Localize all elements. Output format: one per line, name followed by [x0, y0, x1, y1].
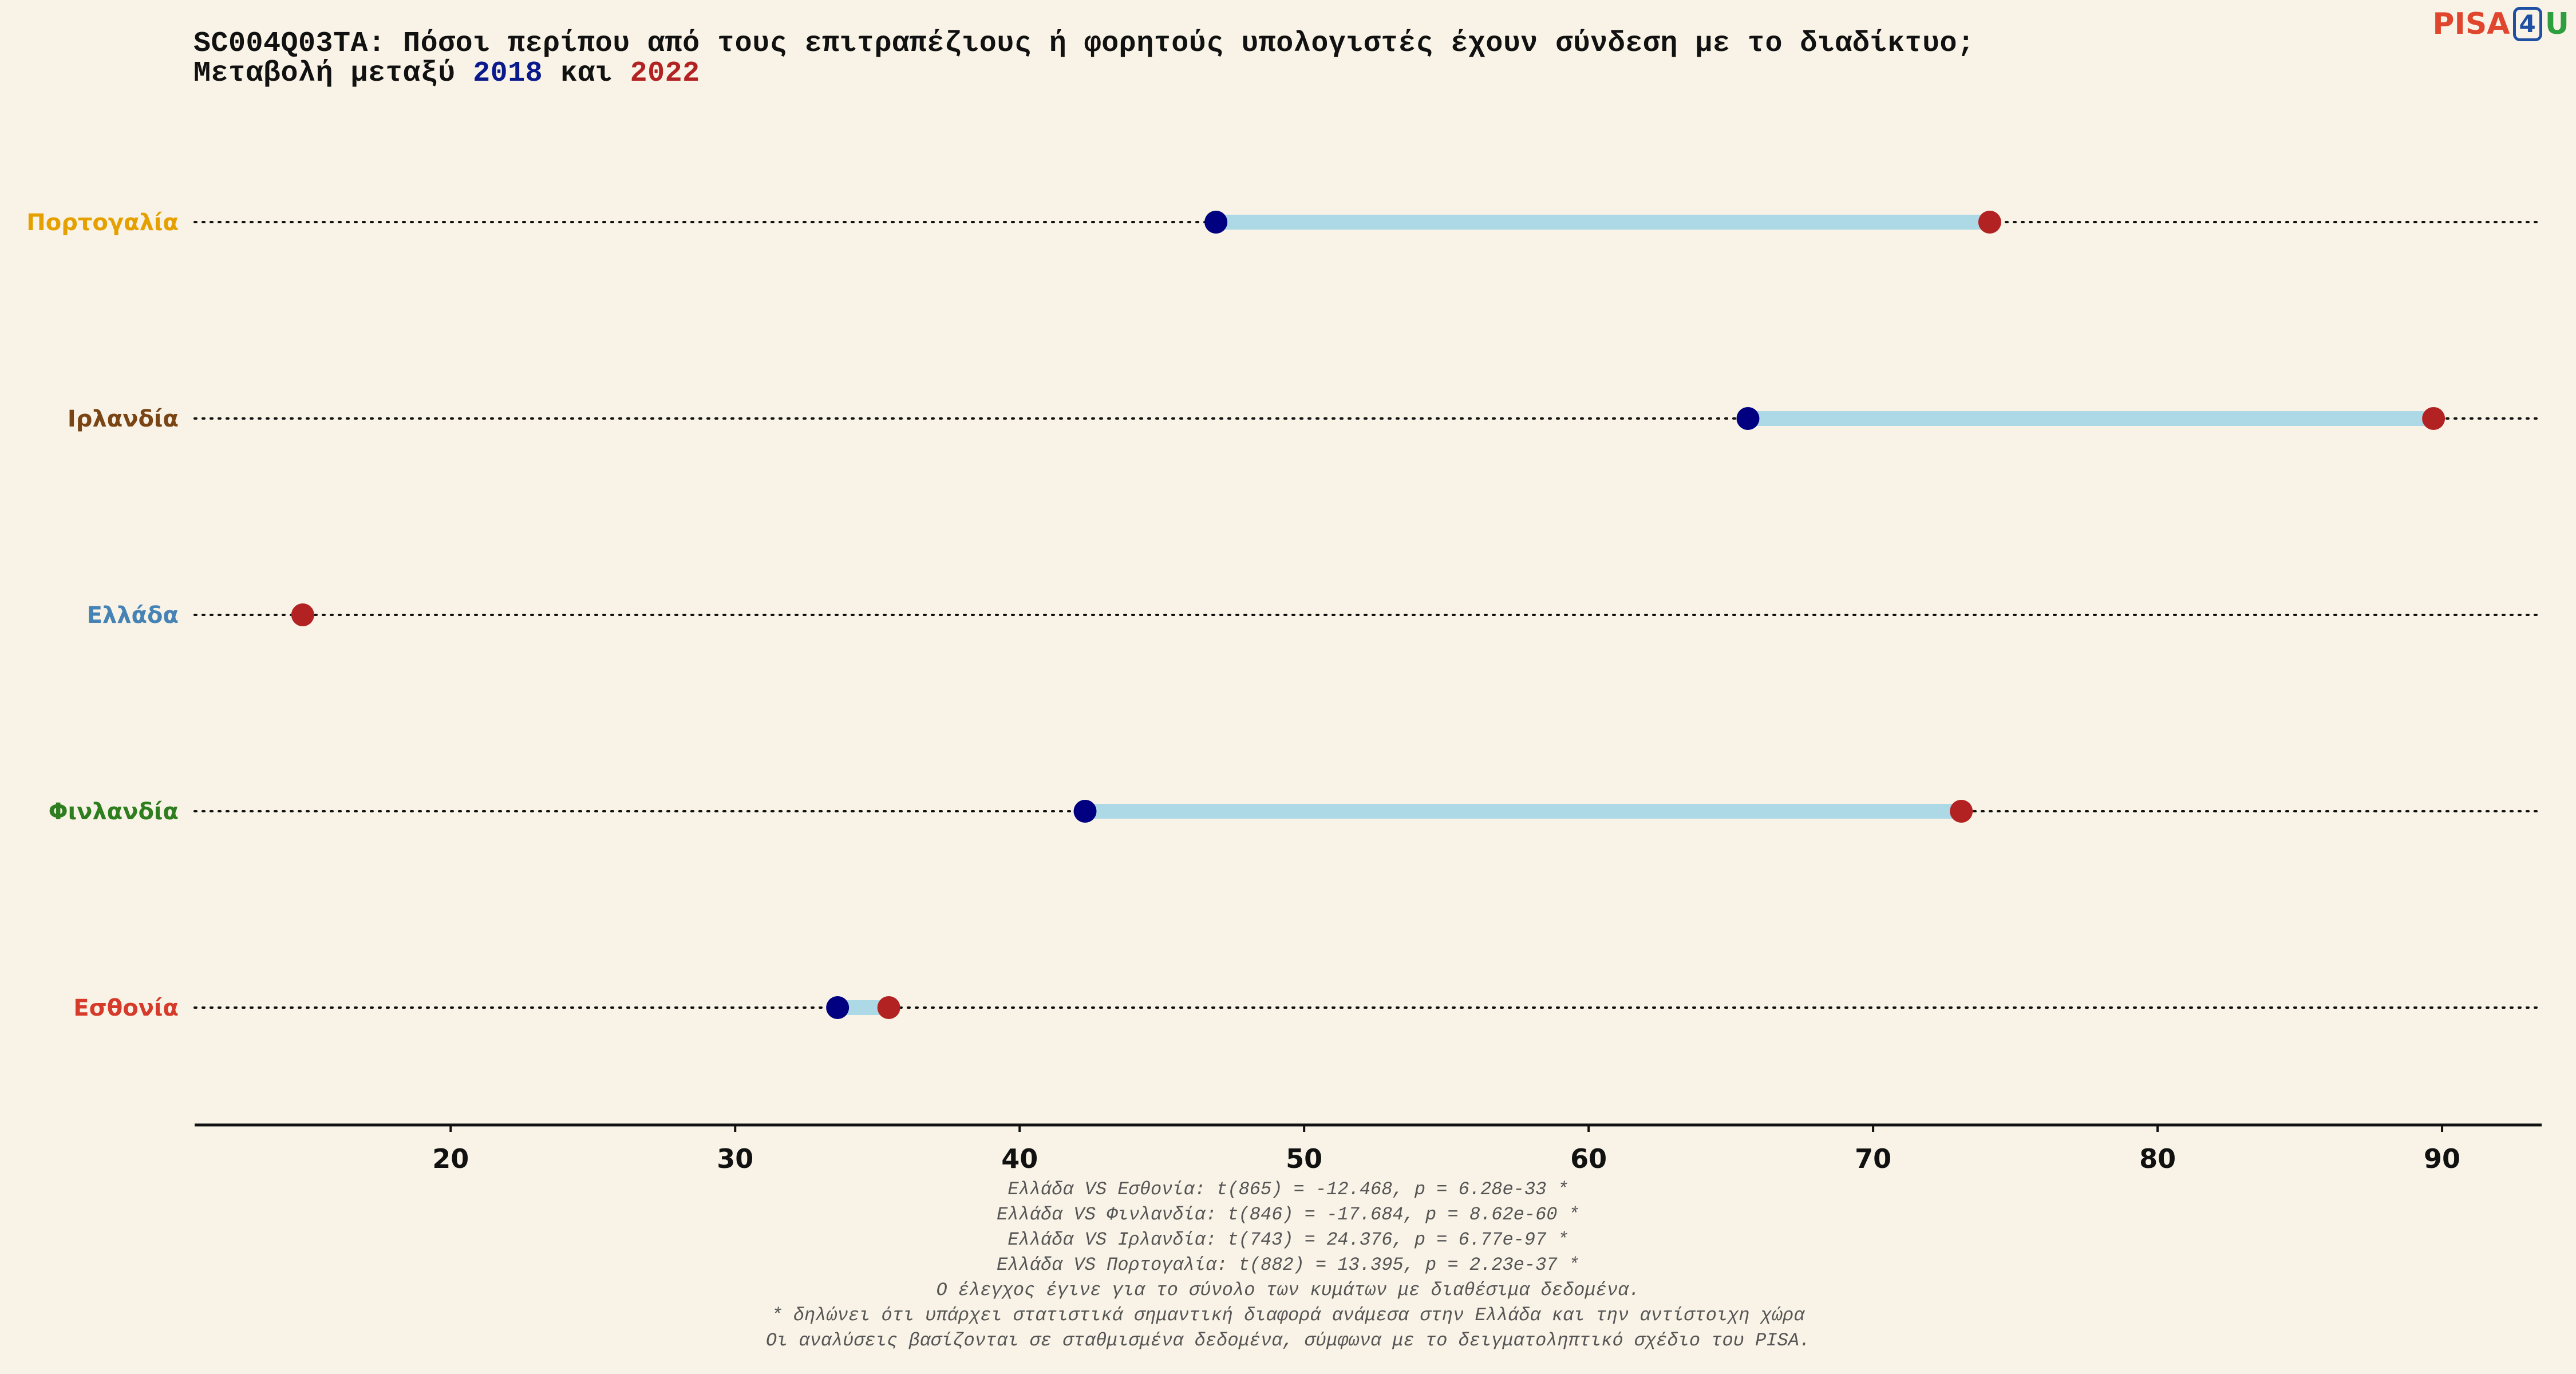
point-2018-0	[1204, 211, 1228, 234]
category-label-4: Εσθονία	[73, 995, 179, 1021]
chart-rows: Πορτογαλία Ιρλανδία Ελλάδα Φινλανδία Εσθονία	[26, 210, 2543, 1021]
x-tick-label-2: 40	[1001, 1143, 1038, 1174]
note-finland: Ελλάδα VS Φινλανδία: t(846) = -17.684, p…	[997, 1204, 1579, 1225]
point-2022-3	[1950, 800, 1973, 823]
x-tick-label-3: 50	[1286, 1143, 1322, 1174]
note-estonia: Ελλάδα VS Εσθονία: t(865) = -12.468, p =…	[1008, 1179, 1568, 1200]
footnotes: Ελλάδα VS Εσθονία: t(865) = -12.468, p =…	[0, 1177, 2576, 1353]
point-2022-4	[877, 996, 900, 1019]
x-tick-label-4: 60	[1570, 1143, 1607, 1174]
point-2018-4	[826, 996, 850, 1019]
pisa4u-logo: PISA 4 U	[2432, 7, 2569, 41]
point-2022-2	[291, 603, 314, 626]
x-tick-label-0: 20	[432, 1143, 469, 1174]
note-ireland: Ελλάδα VS Ιρλανδία: t(743) = 24.376, p =…	[1008, 1229, 1568, 1250]
point-2022-1	[2422, 407, 2445, 430]
title-year-2022: 2022	[630, 57, 700, 90]
chart-title-line2: Μεταβολή μεταξύ 2018 και 2022	[193, 57, 700, 90]
category-label-2: Ελλάδα	[87, 602, 179, 629]
x-tick-label-7: 90	[2424, 1143, 2460, 1174]
title-line2-mid: και	[543, 57, 630, 90]
title-year-2018: 2018	[473, 57, 543, 90]
note-significance: * δηλώνει ότι υπάρχει στατιστικά σημαντι…	[771, 1305, 1805, 1326]
title-line2-prefix: Μεταβολή μεταξύ	[193, 57, 473, 90]
point-2018-1	[1736, 407, 1760, 430]
logo-pisa-text: PISA	[2432, 7, 2510, 41]
point-2018-3	[1073, 800, 1097, 823]
category-label-1: Ιρλανδία	[68, 406, 179, 432]
logo-u-text: U	[2545, 7, 2569, 41]
category-label-0: Πορτογαλία	[26, 210, 179, 236]
note-portugal: Ελλάδα VS Πορτογαλία: t(882) = 13.395, p…	[997, 1254, 1579, 1276]
x-tick-label-6: 80	[2139, 1143, 2176, 1174]
note-weighting: Οι αναλύσεις βασίζονται σε σταθμισμένα δ…	[765, 1330, 1811, 1351]
point-2022-0	[1978, 211, 2001, 234]
category-label-3: Φινλανδία	[49, 799, 179, 825]
x-tick-label-5: 70	[1855, 1143, 1891, 1174]
x-tick-label-1: 30	[717, 1143, 753, 1174]
chart-title-line1: SC004Q03TA: Πόσοι περίπου από τους επιτρ…	[193, 27, 1975, 60]
note-waves: Ο έλεγχος έγινε για το σύνολο των κυμάτω…	[936, 1280, 1640, 1301]
logo-four-text: 4	[2512, 7, 2542, 41]
x-axis-ticks: 20 30 40 50 60 70 80 90	[432, 1125, 2460, 1174]
